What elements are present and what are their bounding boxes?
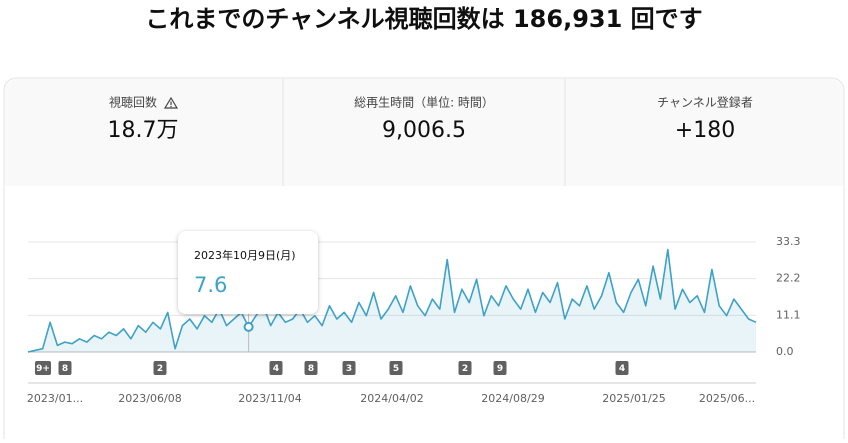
event-badge[interactable]	[35, 361, 51, 375]
x-tick-label: 2023/06/08	[118, 392, 181, 405]
line	[27, 248, 757, 353]
x-tick-label: 2025/01/25	[602, 392, 665, 405]
x-tick-label: 2024/04/02	[360, 392, 423, 405]
event-label: 4	[619, 364, 625, 374]
metric-value: 18.7万	[108, 118, 179, 143]
y-tick-label: 0.0	[776, 345, 794, 358]
metric-label: チャンネル登録者	[657, 95, 753, 110]
tooltip-date: 2023年10月9日(月)	[194, 248, 296, 262]
metric-value: +180	[675, 118, 735, 143]
event-label: 2	[157, 364, 163, 374]
event-badge[interactable]	[493, 361, 507, 375]
event-badge[interactable]	[458, 361, 472, 375]
y-tick-label: 11.1	[776, 308, 801, 321]
metrics-bar	[5, 79, 843, 186]
x-tick-label: 2025/06...	[699, 392, 755, 405]
event-label: 8	[308, 364, 314, 374]
event-badge[interactable]	[304, 361, 318, 375]
event-label: 4	[273, 364, 279, 374]
event-badge[interactable]	[153, 361, 167, 375]
event-badge[interactable]	[389, 361, 403, 375]
area	[28, 249, 756, 352]
event-label: 9+	[36, 364, 50, 374]
event-badge[interactable]	[58, 361, 72, 375]
event-label: 8	[62, 364, 68, 374]
x-tick-label: 2024/08/29	[481, 392, 544, 405]
page-title: これまでのチャンネル視聴回数は 186,931 回です	[145, 5, 702, 33]
x-tick-label: 2023/11/04	[238, 392, 301, 405]
warning-icon	[163, 96, 179, 109]
event-label: 5	[393, 364, 399, 374]
event-badge[interactable]	[342, 361, 356, 375]
y-tick-label: 33.3	[776, 235, 801, 248]
metric-label: 視聴回数	[109, 95, 157, 110]
metric-value: 9,006.5	[382, 118, 466, 143]
tooltip	[178, 231, 318, 314]
event-label: 2	[462, 364, 468, 374]
metric-label: 総再生時間（単位: 時間）	[354, 95, 494, 110]
event-badge[interactable]	[615, 361, 629, 375]
y-tick-label: 22.2	[776, 272, 801, 285]
x-tick-label: 2023/01...	[27, 392, 83, 405]
event-label: 9	[497, 364, 503, 374]
hover-point	[243, 321, 254, 332]
event-badge[interactable]	[269, 361, 283, 375]
event-label: 3	[346, 364, 352, 374]
tooltip-value: 7.6	[194, 273, 227, 297]
